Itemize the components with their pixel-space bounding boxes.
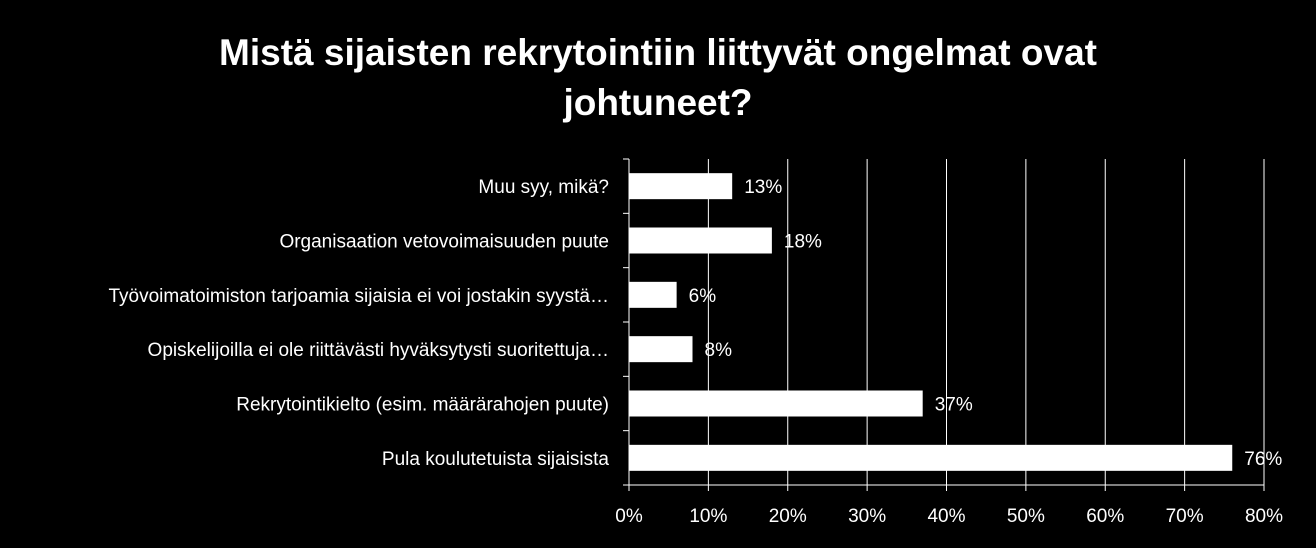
bar <box>629 336 693 363</box>
data-label: 8% <box>705 340 733 361</box>
category-label: Organisaation vetovoimaisuuden puute <box>279 232 609 253</box>
category-label: Pula koulutetuista sijaisista <box>382 449 609 470</box>
data-label: 13% <box>744 177 782 198</box>
bar <box>629 281 677 308</box>
x-tick-label: 20% <box>769 506 807 527</box>
data-label: 6% <box>689 286 717 307</box>
category-label: Muu syy, mikä? <box>478 177 609 198</box>
x-tick-label: 40% <box>927 506 965 527</box>
chart-title-line-2: johtuneet? <box>563 82 753 123</box>
chart-title-line-1: Mistä sijaisten rekrytointiin liittyvät … <box>219 32 1097 73</box>
category-label: Opiskelijoilla ei ole riittävästi hyväks… <box>148 340 609 361</box>
bar <box>629 173 733 200</box>
x-tick-label: 0% <box>615 506 643 527</box>
x-tick-label: 60% <box>1086 506 1124 527</box>
x-tick-label: 50% <box>1007 506 1045 527</box>
data-label: 76% <box>1244 449 1282 470</box>
bar <box>629 227 772 254</box>
bar <box>629 390 923 417</box>
x-tick-label: 70% <box>1166 506 1204 527</box>
category-label: Työvoimatoimiston tarjoamia sijaisia ei … <box>108 286 609 307</box>
bar <box>629 444 1233 471</box>
category-label: Rekrytointikielto (esim. määrärahojen pu… <box>236 395 609 416</box>
data-label: 18% <box>784 232 822 253</box>
x-tick-label: 30% <box>848 506 886 527</box>
chart-title: Mistä sijaisten rekrytointiin liittyvät … <box>0 28 1316 128</box>
data-label: 37% <box>935 395 973 416</box>
x-tick-label: 10% <box>689 506 727 527</box>
x-tick-label: 80% <box>1245 506 1283 527</box>
